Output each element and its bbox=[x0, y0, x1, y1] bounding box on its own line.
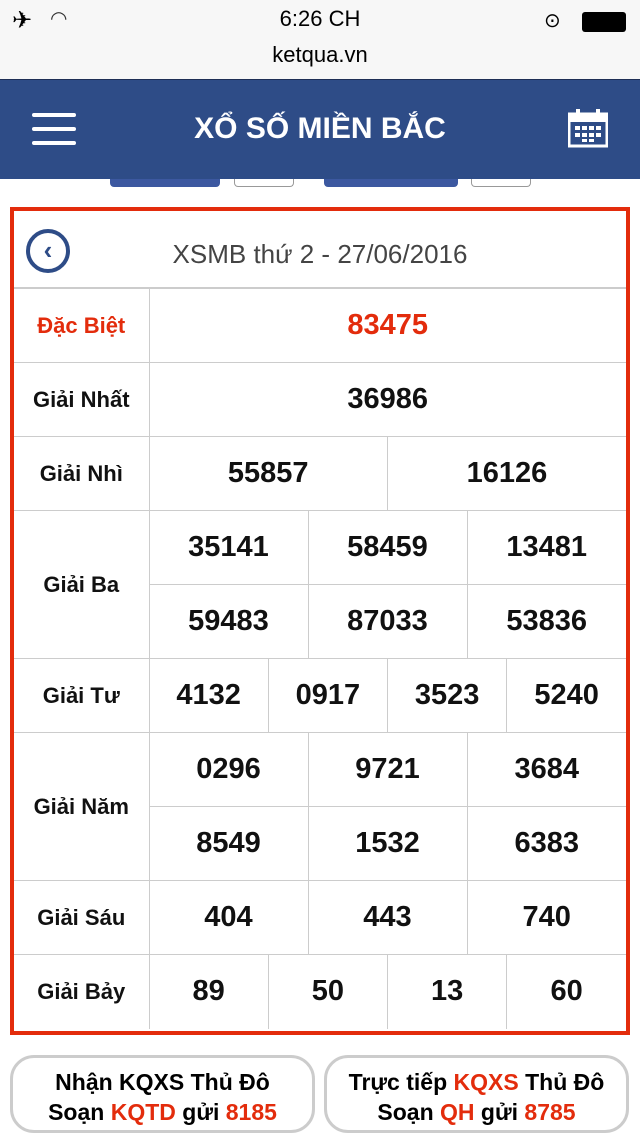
prize-number: 6383 bbox=[466, 806, 626, 881]
prize-number: 8549 bbox=[148, 806, 309, 881]
prize-number: 404 bbox=[148, 880, 309, 955]
table-row: Giải Nhì 55857 16126 bbox=[14, 436, 626, 511]
top-nav: XỔ SỐ MIỀN BẮC bbox=[0, 80, 640, 179]
url-label[interactable]: ketqua.vn bbox=[272, 42, 368, 67]
prize-number: 3684 bbox=[466, 732, 626, 807]
prize-number: 35141 bbox=[148, 510, 309, 585]
results-heading: XSMB thứ 2 - 27/06/2016 bbox=[172, 239, 468, 269]
sms-line: Nhận KQXS Thủ Đô bbox=[55, 1069, 270, 1095]
table-row: Giải Năm 0296 9721 3684 bbox=[14, 732, 626, 881]
prize-number: 13 bbox=[386, 954, 508, 1029]
back-chevron-icon[interactable]: ‹ bbox=[26, 229, 70, 273]
hamburger-icon[interactable] bbox=[32, 113, 76, 155]
prize-number: 87033 bbox=[307, 584, 468, 659]
status-time: 6:26 CH bbox=[279, 6, 361, 31]
partially-hidden-tabs bbox=[0, 179, 640, 187]
prize-label: Giải Nhì bbox=[14, 436, 150, 511]
table-row: Giải Tư 4132 0917 3523 5240 bbox=[14, 658, 626, 733]
table-row: Giải Nhất 36986 bbox=[14, 362, 626, 437]
prize-label: Đặc Biệt bbox=[14, 288, 150, 363]
sms-line: Soạn QH gửi 8785 bbox=[377, 1099, 576, 1125]
prize-number: 36986 bbox=[148, 362, 626, 437]
prize-label: Giải Ba bbox=[14, 510, 150, 659]
sms-number: 8185 bbox=[225, 1099, 277, 1125]
airplane-icon: ✈ bbox=[12, 7, 33, 34]
page-title: XỔ SỐ MIỀN BẮC bbox=[194, 112, 446, 145]
table-row: Giải Sáu 404 443 740 bbox=[14, 880, 626, 955]
prize-number: 9721 bbox=[307, 732, 468, 807]
prize-label: Giải Bảy bbox=[14, 954, 150, 1029]
prize-label: Giải Tư bbox=[14, 658, 150, 733]
table-row: Giải Ba 35141 58459 13481 bbox=[14, 510, 626, 659]
prize-number: 53836 bbox=[466, 584, 626, 659]
prize-number: 0917 bbox=[267, 658, 389, 733]
prize-number: 16126 bbox=[387, 436, 626, 511]
prize-number: 4132 bbox=[148, 658, 269, 733]
calendar-icon[interactable] bbox=[568, 108, 608, 148]
prize-number: 55857 bbox=[148, 436, 388, 511]
status-bar: ✈ ◠ 6:26 CH ketqua.vn ⊙ bbox=[0, 0, 640, 80]
prize-number: 5240 bbox=[506, 658, 626, 733]
sms-kqtd-button[interactable]: Nhận KQXS Thủ Đô Soạn KQTD gửi 8185 bbox=[10, 1055, 315, 1133]
prize-number: 13481 bbox=[466, 510, 626, 585]
sms-code: QH bbox=[440, 1099, 475, 1125]
results-box: ‹ XSMB thứ 2 - 27/06/2016 Đặc Biệt 83475 … bbox=[10, 207, 630, 1035]
hidden-tab-1[interactable] bbox=[110, 179, 220, 187]
sms-line: Soạn KQTD gửi 8185 bbox=[48, 1099, 277, 1125]
wifi-icon: ◠ bbox=[50, 8, 68, 30]
prize-number: 83475 bbox=[148, 288, 626, 363]
table-row: Giải Bảy 89 50 13 60 bbox=[14, 954, 626, 1029]
sms-qh-button[interactable]: Trực tiếp KQXS Thủ Đô Soạn QH gửi 8785 bbox=[324, 1055, 629, 1133]
prize-number: 59483 bbox=[148, 584, 309, 659]
prize-number: 50 bbox=[267, 954, 389, 1029]
hidden-tab-3[interactable] bbox=[324, 179, 458, 187]
results-header: ‹ XSMB thứ 2 - 27/06/2016 bbox=[14, 211, 626, 288]
prize-number: 443 bbox=[307, 880, 468, 955]
prize-number: 89 bbox=[148, 954, 269, 1029]
prize-label: Giải Năm bbox=[14, 732, 150, 881]
prize-number: 3523 bbox=[386, 658, 508, 733]
prize-number: 0296 bbox=[148, 732, 309, 807]
results-table: Đặc Biệt 83475 Giải Nhất 36986 Giải Nhì 558… bbox=[14, 288, 626, 1029]
prize-label: Giải Nhất bbox=[14, 362, 150, 437]
table-row: 8549 1532 6383 bbox=[14, 806, 626, 881]
hidden-tab-2[interactable] bbox=[234, 179, 294, 187]
sms-code: KQTD bbox=[110, 1099, 176, 1125]
prize-number: 58459 bbox=[307, 510, 468, 585]
prize-number: 60 bbox=[506, 954, 626, 1029]
rotation-lock-icon: ⊙ bbox=[544, 10, 561, 32]
table-row: Đặc Biệt 83475 bbox=[14, 288, 626, 363]
prize-number: 1532 bbox=[307, 806, 468, 881]
sms-number: 8785 bbox=[524, 1099, 576, 1125]
prize-number: 740 bbox=[466, 880, 626, 955]
battery-icon bbox=[582, 12, 626, 32]
prize-label: Giải Sáu bbox=[14, 880, 150, 955]
hidden-tab-4[interactable] bbox=[471, 179, 531, 187]
sms-line: Trực tiếp KQXS Thủ Đô bbox=[348, 1069, 605, 1095]
